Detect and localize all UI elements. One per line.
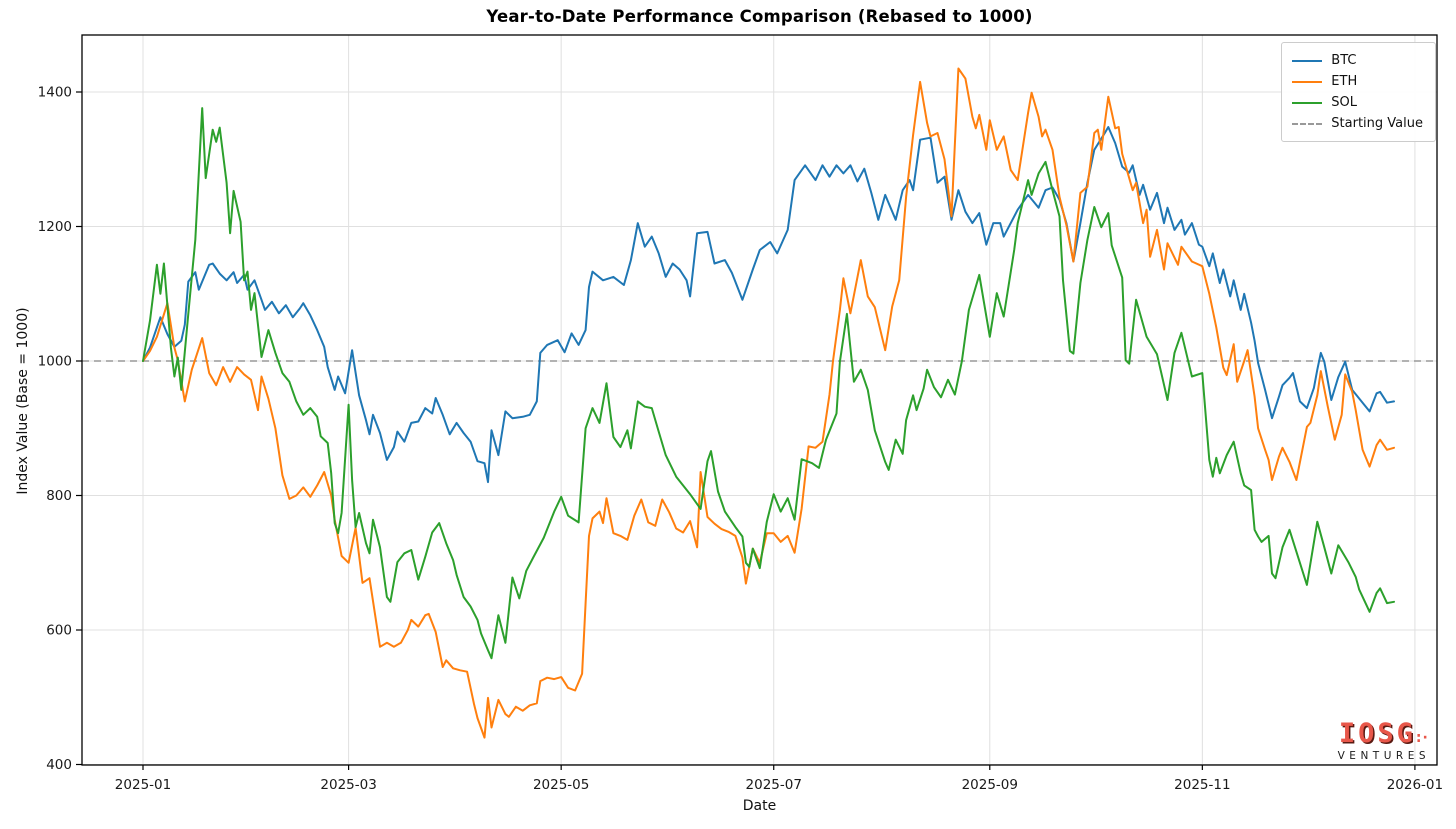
iosg-ventures-logo: IOSG:· VENTURES xyxy=(1338,720,1430,762)
x-tick-label: 2025-01 xyxy=(115,777,171,793)
logo-dots: :· xyxy=(1415,729,1429,746)
y-axis-label: Index Value (Base = 1000) xyxy=(15,307,31,495)
legend-item-eth: ETH xyxy=(1292,71,1423,92)
y-tick-label: 400 xyxy=(46,757,72,773)
y-tick-label: 1200 xyxy=(38,219,72,235)
x-tick-label: 2025-07 xyxy=(746,777,802,793)
legend-label: Starting Value xyxy=(1331,116,1423,131)
legend-label: ETH xyxy=(1331,74,1358,89)
x-tick-label: 2025-09 xyxy=(962,777,1018,793)
legend-label: BTC xyxy=(1331,53,1357,68)
series-line-sol xyxy=(142,107,1395,660)
x-tick-label: 2025-05 xyxy=(533,777,589,793)
logo-wordmark: IOSG xyxy=(1338,717,1416,749)
series-line-eth xyxy=(142,67,1395,739)
legend-swatch xyxy=(1292,59,1323,62)
y-tick-label: 800 xyxy=(46,488,72,504)
legend: BTC ETH SOL Starting Value xyxy=(1281,42,1436,142)
logo-subtitle: VENTURES xyxy=(1337,749,1430,762)
x-tick-label: 2025-03 xyxy=(320,777,376,793)
y-tick-label: 1400 xyxy=(38,85,72,101)
legend-swatch xyxy=(1292,122,1323,125)
y-tick-label: 1000 xyxy=(38,354,72,370)
y-tick-label: 600 xyxy=(46,623,72,639)
x-axis-label: Date xyxy=(742,798,777,814)
plot-border xyxy=(81,34,1438,766)
legend-swatch xyxy=(1292,80,1323,83)
series-line-btc xyxy=(142,126,1395,484)
legend-item-btc: BTC xyxy=(1292,50,1423,71)
x-tick-label: 2025-11 xyxy=(1174,777,1230,793)
chart-title: Year-to-Date Performance Comparison (Reb… xyxy=(486,7,1033,26)
legend-item-starting-value: Starting Value xyxy=(1292,113,1423,134)
legend-label: SOL xyxy=(1331,95,1358,110)
legend-item-sol: SOL xyxy=(1292,92,1423,113)
legend-swatch xyxy=(1292,101,1323,104)
x-tick-label: 2026-01 xyxy=(1387,777,1443,793)
